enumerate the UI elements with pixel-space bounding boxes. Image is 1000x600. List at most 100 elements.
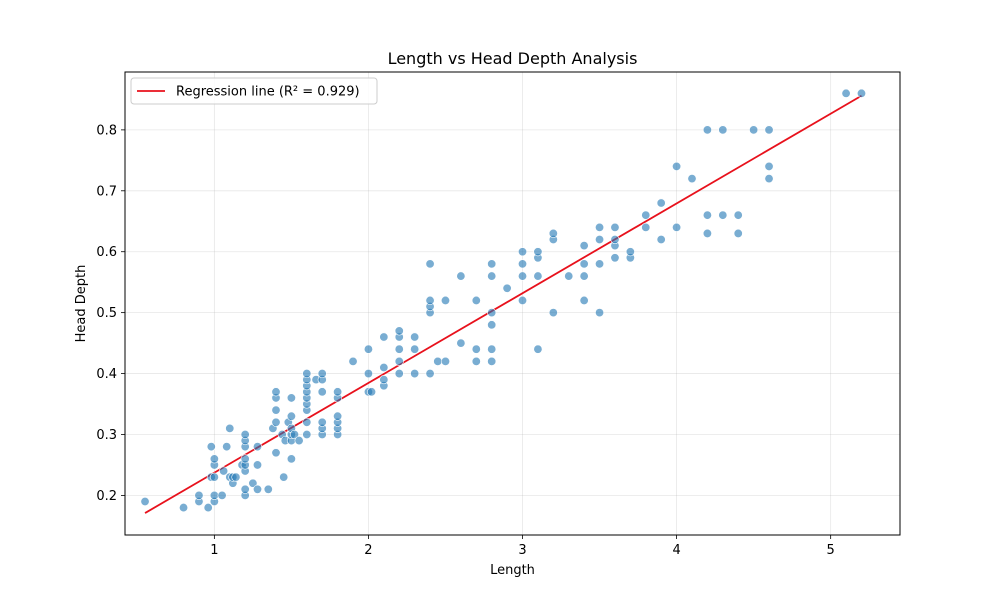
scatter-point <box>286 454 296 464</box>
scatter-point <box>253 460 263 470</box>
scatter-point <box>286 411 296 421</box>
scatter-point <box>253 442 263 452</box>
scatter-point <box>286 393 296 403</box>
scatter-point <box>271 387 281 397</box>
scatter-point <box>425 295 435 305</box>
scatter-point <box>471 344 481 354</box>
scatter-point <box>222 442 232 452</box>
scatter-point <box>379 332 389 342</box>
scatter-point <box>433 356 443 366</box>
scatter-point <box>294 436 304 446</box>
scatter-point <box>203 503 213 513</box>
scatter-point <box>394 356 404 366</box>
scatter-point <box>610 235 620 245</box>
scatter-point <box>209 454 219 464</box>
scatter-point <box>456 271 466 281</box>
scatter-point <box>764 161 774 171</box>
scatter-point <box>718 210 728 220</box>
scatter-point <box>179 503 189 513</box>
scatter-point <box>764 125 774 135</box>
scatter-point <box>379 375 389 385</box>
scatter-point <box>533 344 543 354</box>
scatter-point <box>733 210 743 220</box>
scatter-point <box>425 259 435 269</box>
scatter-point <box>656 198 666 208</box>
scatter-point <box>656 235 666 245</box>
scatter-point <box>240 454 250 464</box>
scatter-point <box>271 405 281 415</box>
scatter-point <box>487 308 497 318</box>
scatter-point <box>425 369 435 379</box>
scatter-point <box>225 423 235 433</box>
scatter-point <box>533 247 543 257</box>
scatter-point <box>579 259 589 269</box>
scatter-point <box>333 411 343 421</box>
scatter-point <box>595 259 605 269</box>
scatter-point <box>217 490 227 500</box>
x-tick-label: 4 <box>672 543 680 558</box>
x-axis-label: Length <box>490 563 535 578</box>
y-tick-label: 0.7 <box>96 184 117 199</box>
scatter-point <box>140 496 150 506</box>
scatter-point <box>410 332 420 342</box>
scatter-point <box>279 472 289 482</box>
scatter-point <box>672 222 682 232</box>
scatter-point <box>410 344 420 354</box>
scatter-point <box>394 344 404 354</box>
scatter-point <box>394 369 404 379</box>
scatter-point <box>502 283 512 293</box>
scatter-point <box>487 271 497 281</box>
grid <box>125 72 900 535</box>
scatter-point <box>231 472 241 482</box>
y-tick-label: 0.3 <box>96 428 117 443</box>
scatter-point <box>363 369 373 379</box>
scatter-points <box>140 88 866 513</box>
y-tick-label: 0.6 <box>96 245 117 260</box>
scatter-point <box>471 356 481 366</box>
scatter-point <box>302 429 312 439</box>
scatter-point <box>348 356 358 366</box>
scatter-point <box>579 241 589 251</box>
scatter-point <box>841 88 851 98</box>
scatter-point <box>487 320 497 330</box>
y-tick-label: 0.5 <box>96 306 117 321</box>
scatter-point <box>702 228 712 238</box>
scatter-point <box>856 88 866 98</box>
scatter-point <box>317 417 327 427</box>
scatter-point <box>625 247 635 257</box>
x-tick-label: 1 <box>210 543 218 558</box>
scatter-point <box>733 228 743 238</box>
regression-layer <box>144 94 862 514</box>
scatter-point <box>610 253 620 263</box>
scatter-point <box>271 448 281 458</box>
scatter-point <box>456 338 466 348</box>
scatter-point <box>367 387 377 397</box>
y-tick-label: 0.8 <box>96 123 117 138</box>
scatter-point <box>248 478 258 488</box>
x-axis-ticks: 1 2 3 4 5 <box>210 535 835 558</box>
scatter-point <box>533 271 543 281</box>
scatter-point <box>764 174 774 184</box>
legend-box <box>130 77 378 105</box>
scatter-point <box>518 259 528 269</box>
scatter-point <box>302 369 312 379</box>
scatter-point <box>253 484 263 494</box>
legend-entry-regression: Regression line (R² = 0.929) <box>176 85 360 100</box>
scatter-point <box>363 344 373 354</box>
scatter-point <box>687 174 697 184</box>
scatter-point <box>209 472 219 482</box>
scatter-point <box>595 235 605 245</box>
y-tick-label: 0.2 <box>96 489 117 504</box>
scatter-point <box>240 484 250 494</box>
scatter-point <box>271 417 281 427</box>
scatter-point <box>289 429 299 439</box>
plot-frame <box>124 71 901 536</box>
y-tick-label: 0.4 <box>96 367 117 382</box>
y-axis-label: Head Depth <box>74 265 89 343</box>
legend: Regression line (R² = 0.929) <box>130 77 378 105</box>
scatter-point <box>219 466 229 476</box>
scatter-point <box>548 228 558 238</box>
scatter-point <box>379 362 389 372</box>
scatter-point <box>440 356 450 366</box>
